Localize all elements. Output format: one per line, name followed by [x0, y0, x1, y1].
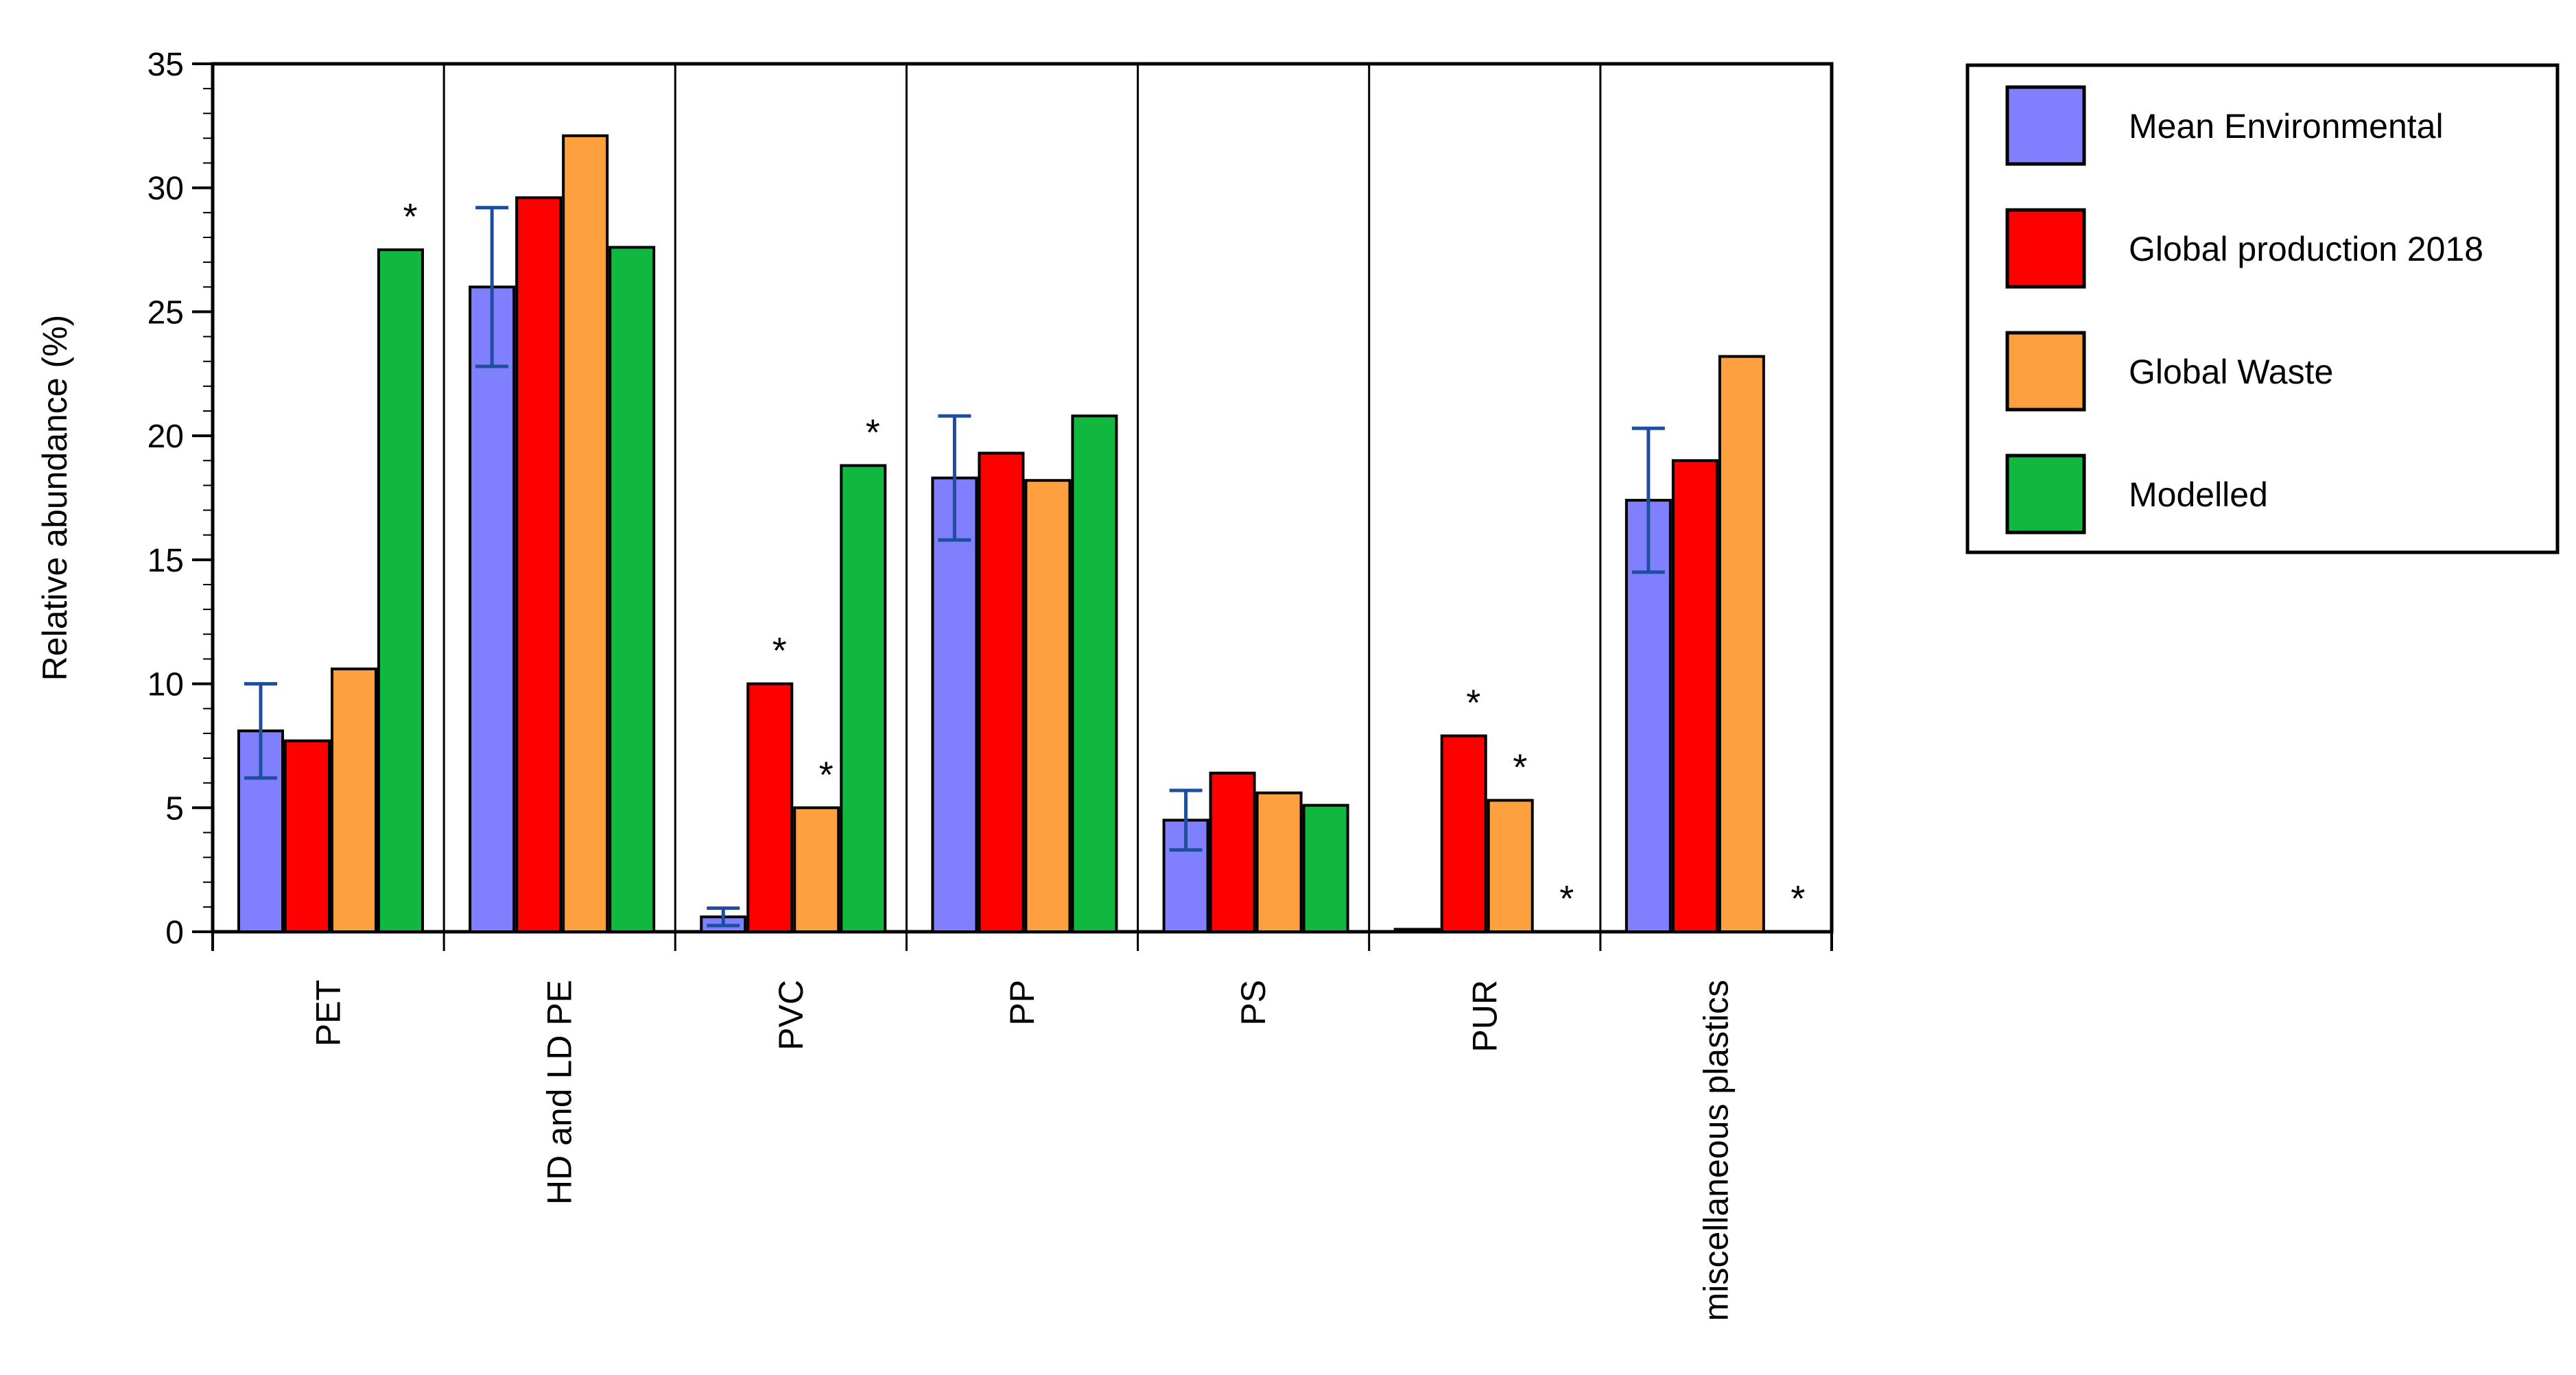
bar [608, 246, 656, 933]
axes-layer: 0 5 10 15 20 25 30 35 Relative abundance (%) PET H… [36, 47, 1735, 1321]
significance-marker: * [1513, 747, 1527, 788]
significance-marker: * [1466, 682, 1480, 723]
legend-swatch [2005, 454, 2086, 534]
bar [237, 729, 284, 933]
significance-marker: * [772, 631, 787, 672]
x-tick-label: HD and LD PE [541, 980, 579, 1205]
y-tick-label: 0 [165, 915, 184, 951]
x-tick-label: PS [1234, 980, 1273, 1026]
bar [469, 285, 516, 933]
bar [1209, 771, 1256, 933]
bars-layer [237, 134, 1765, 934]
bar [1440, 734, 1487, 933]
bar [1718, 355, 1765, 933]
bar [1393, 928, 1441, 934]
significance-marker: * [403, 196, 417, 237]
bar [1487, 799, 1534, 934]
legend-swatch [2005, 85, 2086, 166]
bar [331, 667, 377, 934]
bar [1024, 479, 1072, 933]
significance-marker: * [866, 412, 880, 454]
legend-label: Mean Environmental [2129, 107, 2444, 145]
y-tick-label: 30 [147, 171, 184, 207]
bar [562, 134, 609, 933]
y-tick-label: 20 [147, 419, 184, 455]
y-tick-label: 15 [147, 543, 184, 579]
significance-layer: * * * * * * * * [403, 196, 1805, 919]
y-tick-label: 10 [147, 667, 184, 703]
legend-swatch [2005, 331, 2086, 412]
bar [284, 739, 331, 933]
x-tick-label: PP [1003, 980, 1041, 1026]
x-tick-label: miscellaneous plastics [1697, 980, 1735, 1321]
legend-label: Global production 2018 [2129, 230, 2483, 268]
bar [1671, 459, 1718, 933]
bar [1071, 414, 1118, 933]
y-axis-label: Relative abundance (%) [36, 315, 74, 681]
y-tick-label: 35 [147, 47, 184, 83]
bar [1255, 791, 1303, 933]
error-bars-layer [244, 206, 1665, 928]
legend-label: Modelled [2129, 475, 2268, 514]
y-tick-label: 5 [165, 790, 184, 827]
bar [793, 806, 840, 934]
significance-marker: * [819, 754, 834, 795]
x-tick-label: PVC [772, 980, 810, 1050]
legend-swatch [2005, 208, 2086, 289]
bar [515, 196, 563, 934]
significance-marker: * [1791, 878, 1805, 919]
bar [746, 682, 794, 933]
significance-marker: * [1559, 878, 1574, 919]
x-tick-label: PUR [1465, 980, 1504, 1053]
bar [377, 248, 424, 934]
x-tick-label: PET [309, 980, 348, 1046]
legend-label: Global Waste [2129, 353, 2333, 391]
bar [1302, 803, 1349, 933]
bar [931, 476, 978, 933]
bar [978, 451, 1025, 933]
bar [840, 464, 887, 933]
legend: Mean Environmental Global production 2018… [1965, 63, 2560, 554]
y-tick-label: 25 [147, 294, 184, 331]
